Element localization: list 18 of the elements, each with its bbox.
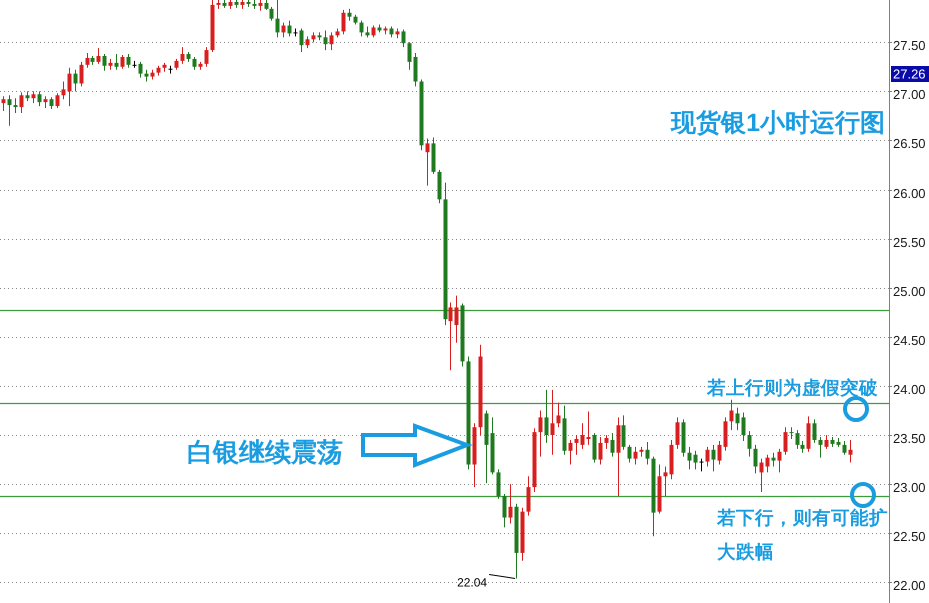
y-tick-label: 24.50: [893, 333, 926, 348]
y-tick-label: 27.50: [893, 38, 926, 53]
y-tick-label: 24.00: [893, 382, 926, 397]
y-tick-label: 23.50: [893, 431, 926, 446]
annotation: 白银继续震荡: [187, 437, 343, 467]
y-tick-label: 23.00: [893, 480, 926, 495]
y-tick-label: 25.00: [893, 284, 926, 299]
y-tick-label: 25.50: [893, 235, 926, 250]
y-tick-label: 22.00: [893, 578, 926, 593]
annotation: 若上行则为虚假突破: [707, 377, 878, 398]
y-tick-label: 26.00: [893, 186, 926, 201]
annotation: 27.26: [893, 66, 926, 82]
y-tick-label: 26.50: [893, 136, 926, 151]
annotation: 22.04: [457, 575, 488, 590]
title: 现货银1小时运行图: [671, 109, 885, 137]
annotation: 若下行，则有可能扩大跌幅: [717, 507, 888, 562]
y-tick-label: 22.50: [893, 529, 926, 544]
y-tick-label: 27.00: [893, 87, 926, 102]
